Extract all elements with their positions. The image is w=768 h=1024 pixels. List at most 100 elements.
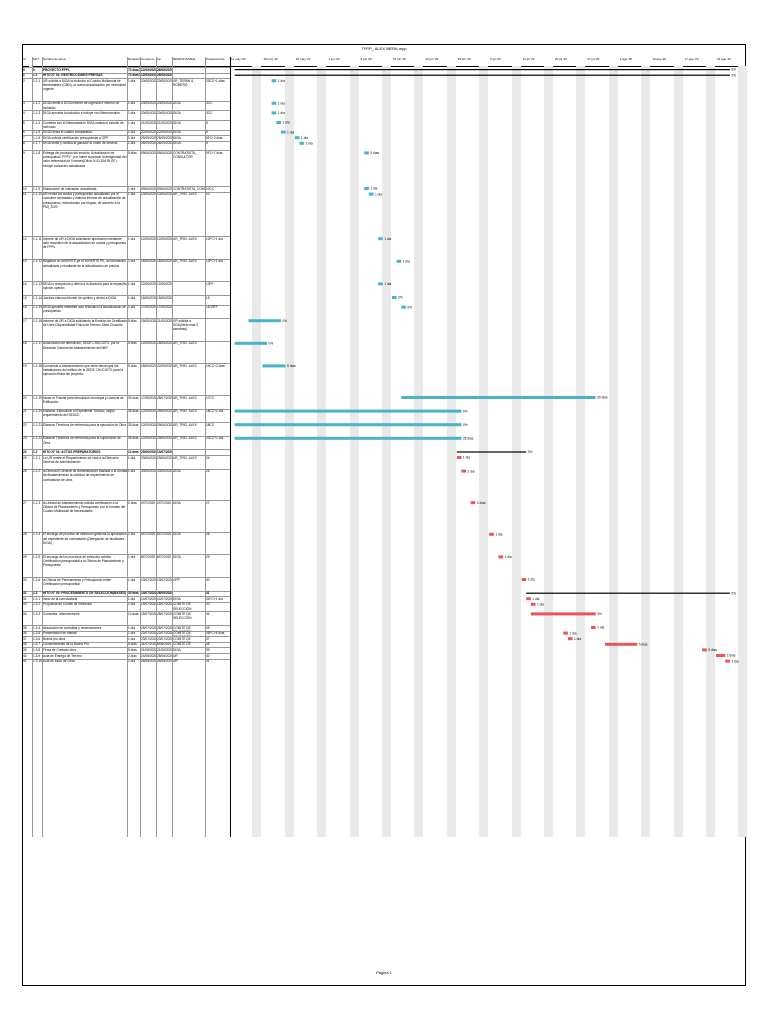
table-cell-name: DIGA emite y notifica al ganador la orde… (43, 141, 119, 146)
table-cell-resp: DIGA (173, 647, 181, 652)
task-bar-label: 35 días (463, 437, 474, 441)
row-divider (23, 435, 230, 437)
table-cell-start: 12/06/2020 (141, 281, 157, 286)
timescale-week-label: 20 jul '20 (555, 57, 567, 61)
table-cell-id: 37 (23, 636, 27, 641)
table-cell-id: 1 (23, 73, 25, 78)
gantt-chart: 11 may '20 18 may '20 25 may '20 1 jun '20 8… (230, 57, 748, 837)
weekend-band (317, 66, 327, 837)
task-bar (248, 319, 281, 323)
row-divider (23, 468, 230, 470)
task-bar (521, 578, 527, 581)
table-cell-dur: 5 días (128, 150, 137, 155)
table-cell-dur: 1 día (128, 135, 136, 140)
table-cell-edt: 1.1.7 (33, 141, 41, 146)
table-cell-start: 15/07/2020 (141, 602, 157, 607)
table-cell-edt: 1.2.2 (33, 469, 41, 474)
table-cell-name: DIGA solicita certificación presupuestal… (43, 135, 109, 140)
table-cell-resp: UR_TRIG. ALEX (173, 259, 197, 264)
table-cell-resp: COMITÉ DE SELECCIÓN (173, 611, 192, 621)
table-cell-start: 20/05/2020 (141, 110, 157, 115)
table-cell-start: 26/08/2020 (141, 659, 157, 664)
table-cell-start: 2/07/2020 (141, 500, 156, 505)
table-cell-start: 18/05/2020 (141, 363, 157, 368)
table-cell-pred: 35FC+8 días (206, 631, 225, 636)
table-cell-edt: 1.1.13 (33, 281, 42, 286)
table-cell-edt: 1.1.4 (33, 120, 41, 125)
table-cell-start: 13/07/2020 (141, 577, 157, 582)
task-bar-label: 1 día (301, 136, 308, 140)
table-cell-end: 28/07/2020 (157, 395, 173, 400)
timescale-week-label: 6 jul '20 (490, 57, 501, 61)
table-cell-edt: 1.3.3 (33, 611, 41, 616)
table-cell-pred: 28 (206, 532, 210, 537)
table-cell-dur: 2 días (128, 653, 137, 658)
table-cell-end: 28/07/2020 (157, 611, 173, 616)
table-cell-dur: 10 días (128, 611, 139, 616)
table-cell-end: 26/05/2020 (157, 141, 173, 146)
col-header-start: Comienzo (141, 57, 157, 67)
timescale-week-label: 8 jun '20 (360, 57, 372, 61)
table-cell-resp: UR_TRIG. ALEX (173, 409, 197, 414)
table-cell-dur: 1 día (128, 596, 136, 601)
table-cell-id: 21 (23, 409, 27, 414)
column-divider (172, 57, 173, 837)
table-cell-dur: 2 días (128, 500, 137, 505)
table-cell-start: 21/08/2020 (141, 647, 157, 652)
row-divider (23, 110, 230, 112)
task-bar (591, 626, 596, 629)
task-bar-label: 1 día (403, 260, 410, 264)
table-cell-name: Elaboración de cotización actualizada (43, 186, 97, 191)
table-cell-edt: 1.3.6 (33, 636, 41, 641)
table-cell-name: Acta de Inicio de Obra (43, 659, 75, 664)
weekend-band (576, 66, 586, 837)
table-cell-name: Consultas, observaciones (43, 611, 80, 616)
timescale-week-label: 11 may '20 (231, 57, 246, 61)
row-divider (23, 236, 230, 238)
table-cell-edt: 1.2 (33, 449, 38, 454)
table-cell-start: 15/06/2020 (141, 295, 157, 300)
row-divider (23, 554, 230, 556)
table-cell-id: 41 (23, 659, 27, 664)
row-divider (23, 596, 230, 598)
table-cell-edt: 1.1 (33, 73, 38, 78)
table-cell-dur: 5 días (128, 341, 137, 346)
table-cell-edt: 1.3.4 (33, 625, 41, 630)
table-cell-name: DIGA aprueba mediante acto resolutivo la… (43, 305, 126, 314)
table-cell-name: Absolución de consultas y observaciones (43, 625, 102, 630)
table-cell-pred: 23CC+1 días (206, 78, 225, 83)
table-cell-start: 16/06/2020 (141, 259, 157, 264)
table-cell-edt: 1.1.9 (33, 186, 41, 191)
table-cell-id: 38 (23, 642, 27, 647)
table-cell-pred: 16;19FF (206, 305, 218, 310)
table-cell-resp: UR_TERAN & ROMERO (173, 78, 194, 87)
table-cell-dur: 1 día (128, 141, 136, 146)
column-divider (42, 57, 43, 837)
table-cell-end: 10/06/2020 (157, 192, 173, 197)
table-cell-dur: 1 día (128, 236, 136, 241)
table-cell-resp: DIGA (173, 110, 181, 115)
table-cell-id: 34 (23, 611, 27, 616)
table-cell-name: Jurídica elabora informe de opinión y de… (43, 295, 117, 300)
table-cell-edt: 1.3.7 (33, 642, 41, 647)
table-cell-edt: 1.3.9 (33, 653, 41, 658)
table-cell-start: 30/06/2020 (141, 469, 157, 474)
table-cell-id: 31 (23, 591, 27, 596)
table-cell-name: HITO N° 01: RESTRICCIONES PREVIAS (43, 73, 103, 78)
table-cell-dur: 1 día (128, 636, 136, 641)
task-bar-label: 5 días (370, 151, 379, 155)
table-cell-end: 2/07/2020 (157, 500, 172, 505)
table-cell-pred: 13FF (206, 281, 214, 286)
table-cell-edt: 1.2.1 (33, 455, 41, 460)
table-cell-start: 8/07/2020 (141, 554, 156, 559)
task-bar-label: 1 día (375, 192, 382, 196)
table-cell-name: El encargo de proceso de selección gesti… (43, 532, 127, 545)
table-cell-name: la Dirección General de Administración t… (43, 469, 128, 482)
table-cell-start: 22/07/2020 (141, 631, 157, 636)
table-cell-end: 22/05/2020 (157, 130, 173, 135)
table-cell-resp: UR_TRIG. ALEX (173, 192, 197, 197)
task-bar-label: 0% (528, 450, 533, 454)
table-cell-pred: 3CC (206, 110, 213, 115)
table-cell-resp: DIGA (173, 532, 181, 537)
table-cell-end: 17/06/2020 (157, 305, 173, 310)
